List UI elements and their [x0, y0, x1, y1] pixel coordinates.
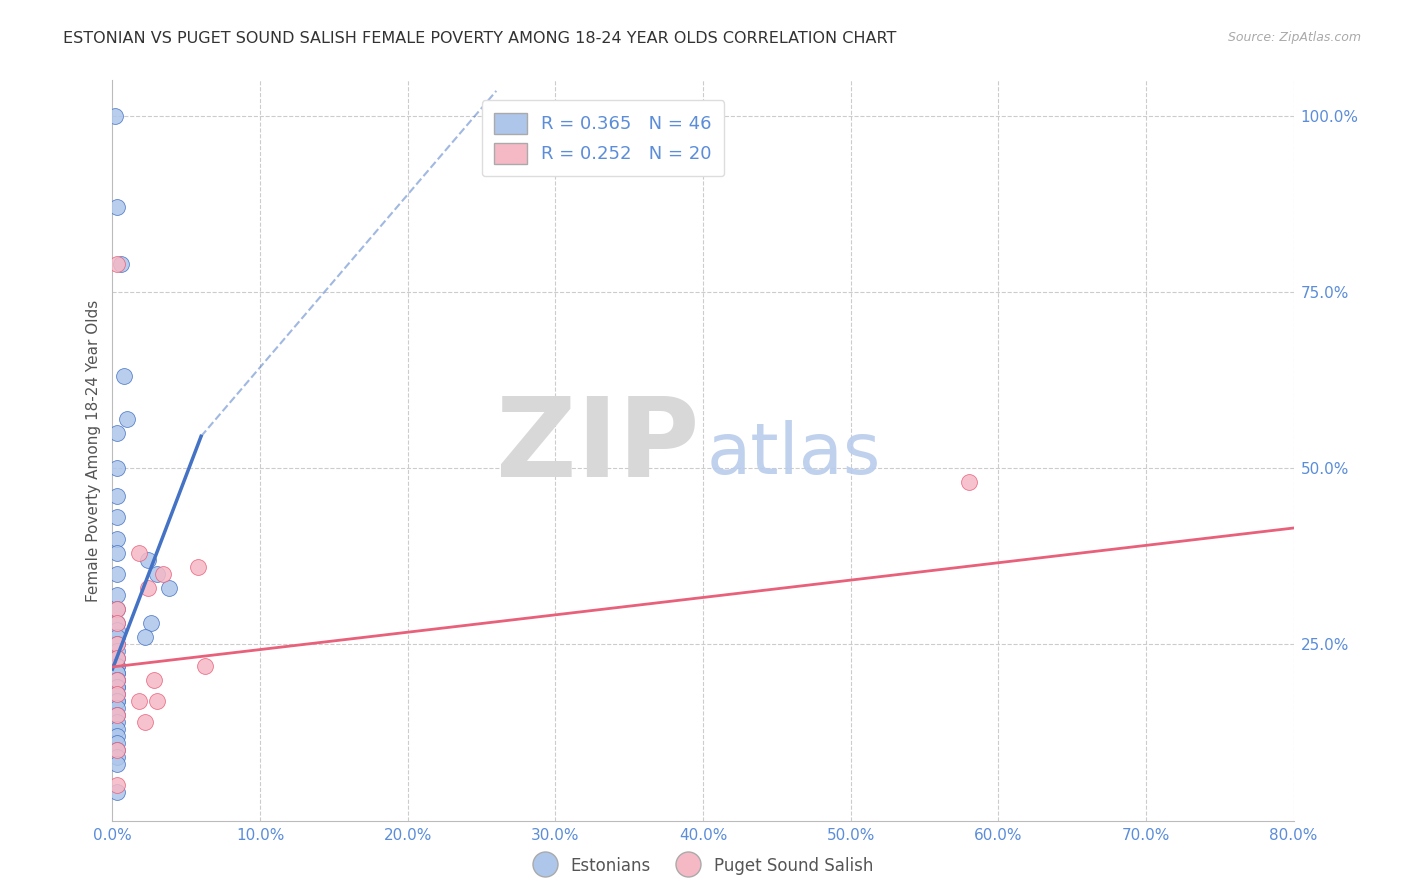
- Point: [105, 566, 128, 581]
- Point: [105, 673, 128, 687]
- Text: Source: ZipAtlas.com: Source: ZipAtlas.com: [1227, 31, 1361, 45]
- Point: [105, 673, 128, 687]
- Point: [105, 546, 128, 560]
- Point: [105, 701, 128, 715]
- Point: [105, 785, 128, 799]
- Point: [957, 475, 980, 490]
- Legend: R = 0.365   N = 46, R = 0.252   N = 20: R = 0.365 N = 46, R = 0.252 N = 20: [482, 101, 724, 177]
- Point: [105, 602, 128, 616]
- Point: [105, 630, 128, 644]
- Point: [105, 658, 128, 673]
- Point: [105, 687, 128, 701]
- Point: [105, 616, 128, 631]
- Point: [104, 109, 127, 123]
- Point: [112, 369, 135, 384]
- Point: [105, 425, 128, 440]
- Point: [105, 743, 128, 757]
- Point: [134, 630, 156, 644]
- Point: [105, 257, 128, 271]
- Point: [105, 461, 128, 475]
- Point: [139, 616, 162, 631]
- Point: [105, 658, 128, 673]
- Text: atlas: atlas: [707, 419, 882, 489]
- Legend: Estonians, Puget Sound Salish: Estonians, Puget Sound Salish: [524, 847, 882, 884]
- Point: [194, 658, 217, 673]
- Point: [105, 729, 128, 743]
- Point: [105, 510, 128, 524]
- Point: [105, 489, 128, 503]
- Point: [105, 532, 128, 546]
- Point: [187, 559, 209, 574]
- Point: [105, 665, 128, 680]
- Point: [105, 757, 128, 772]
- Point: [110, 257, 132, 271]
- Point: [105, 644, 128, 658]
- Point: [105, 714, 128, 729]
- Point: [105, 602, 128, 616]
- Point: [157, 581, 180, 595]
- Text: ESTONIAN VS PUGET SOUND SALISH FEMALE POVERTY AMONG 18-24 YEAR OLDS CORRELATION : ESTONIAN VS PUGET SOUND SALISH FEMALE PO…: [63, 31, 897, 46]
- Point: [105, 680, 128, 694]
- Point: [105, 651, 128, 665]
- Point: [105, 200, 128, 214]
- Point: [105, 736, 128, 750]
- Point: [128, 546, 150, 560]
- Point: [105, 665, 128, 680]
- Point: [142, 673, 165, 687]
- Point: [146, 694, 169, 708]
- Point: [105, 694, 128, 708]
- Point: [105, 722, 128, 736]
- Point: [105, 616, 128, 631]
- Point: [105, 694, 128, 708]
- Text: ZIP: ZIP: [496, 393, 699, 500]
- Point: [105, 651, 128, 665]
- Point: [146, 566, 169, 581]
- Point: [105, 778, 128, 792]
- Point: [105, 624, 128, 638]
- Point: [136, 581, 159, 595]
- Point: [105, 637, 128, 651]
- Y-axis label: Female Poverty Among 18-24 Year Olds: Female Poverty Among 18-24 Year Olds: [86, 300, 101, 601]
- Point: [134, 714, 156, 729]
- Point: [105, 588, 128, 602]
- Point: [105, 680, 128, 694]
- Point: [105, 707, 128, 722]
- Point: [105, 707, 128, 722]
- Point: [136, 553, 159, 567]
- Point: [117, 411, 138, 425]
- Point: [105, 637, 128, 651]
- Point: [105, 743, 128, 757]
- Point: [105, 687, 128, 701]
- Point: [105, 673, 128, 687]
- Point: [152, 566, 174, 581]
- Point: [128, 694, 150, 708]
- Point: [105, 750, 128, 764]
